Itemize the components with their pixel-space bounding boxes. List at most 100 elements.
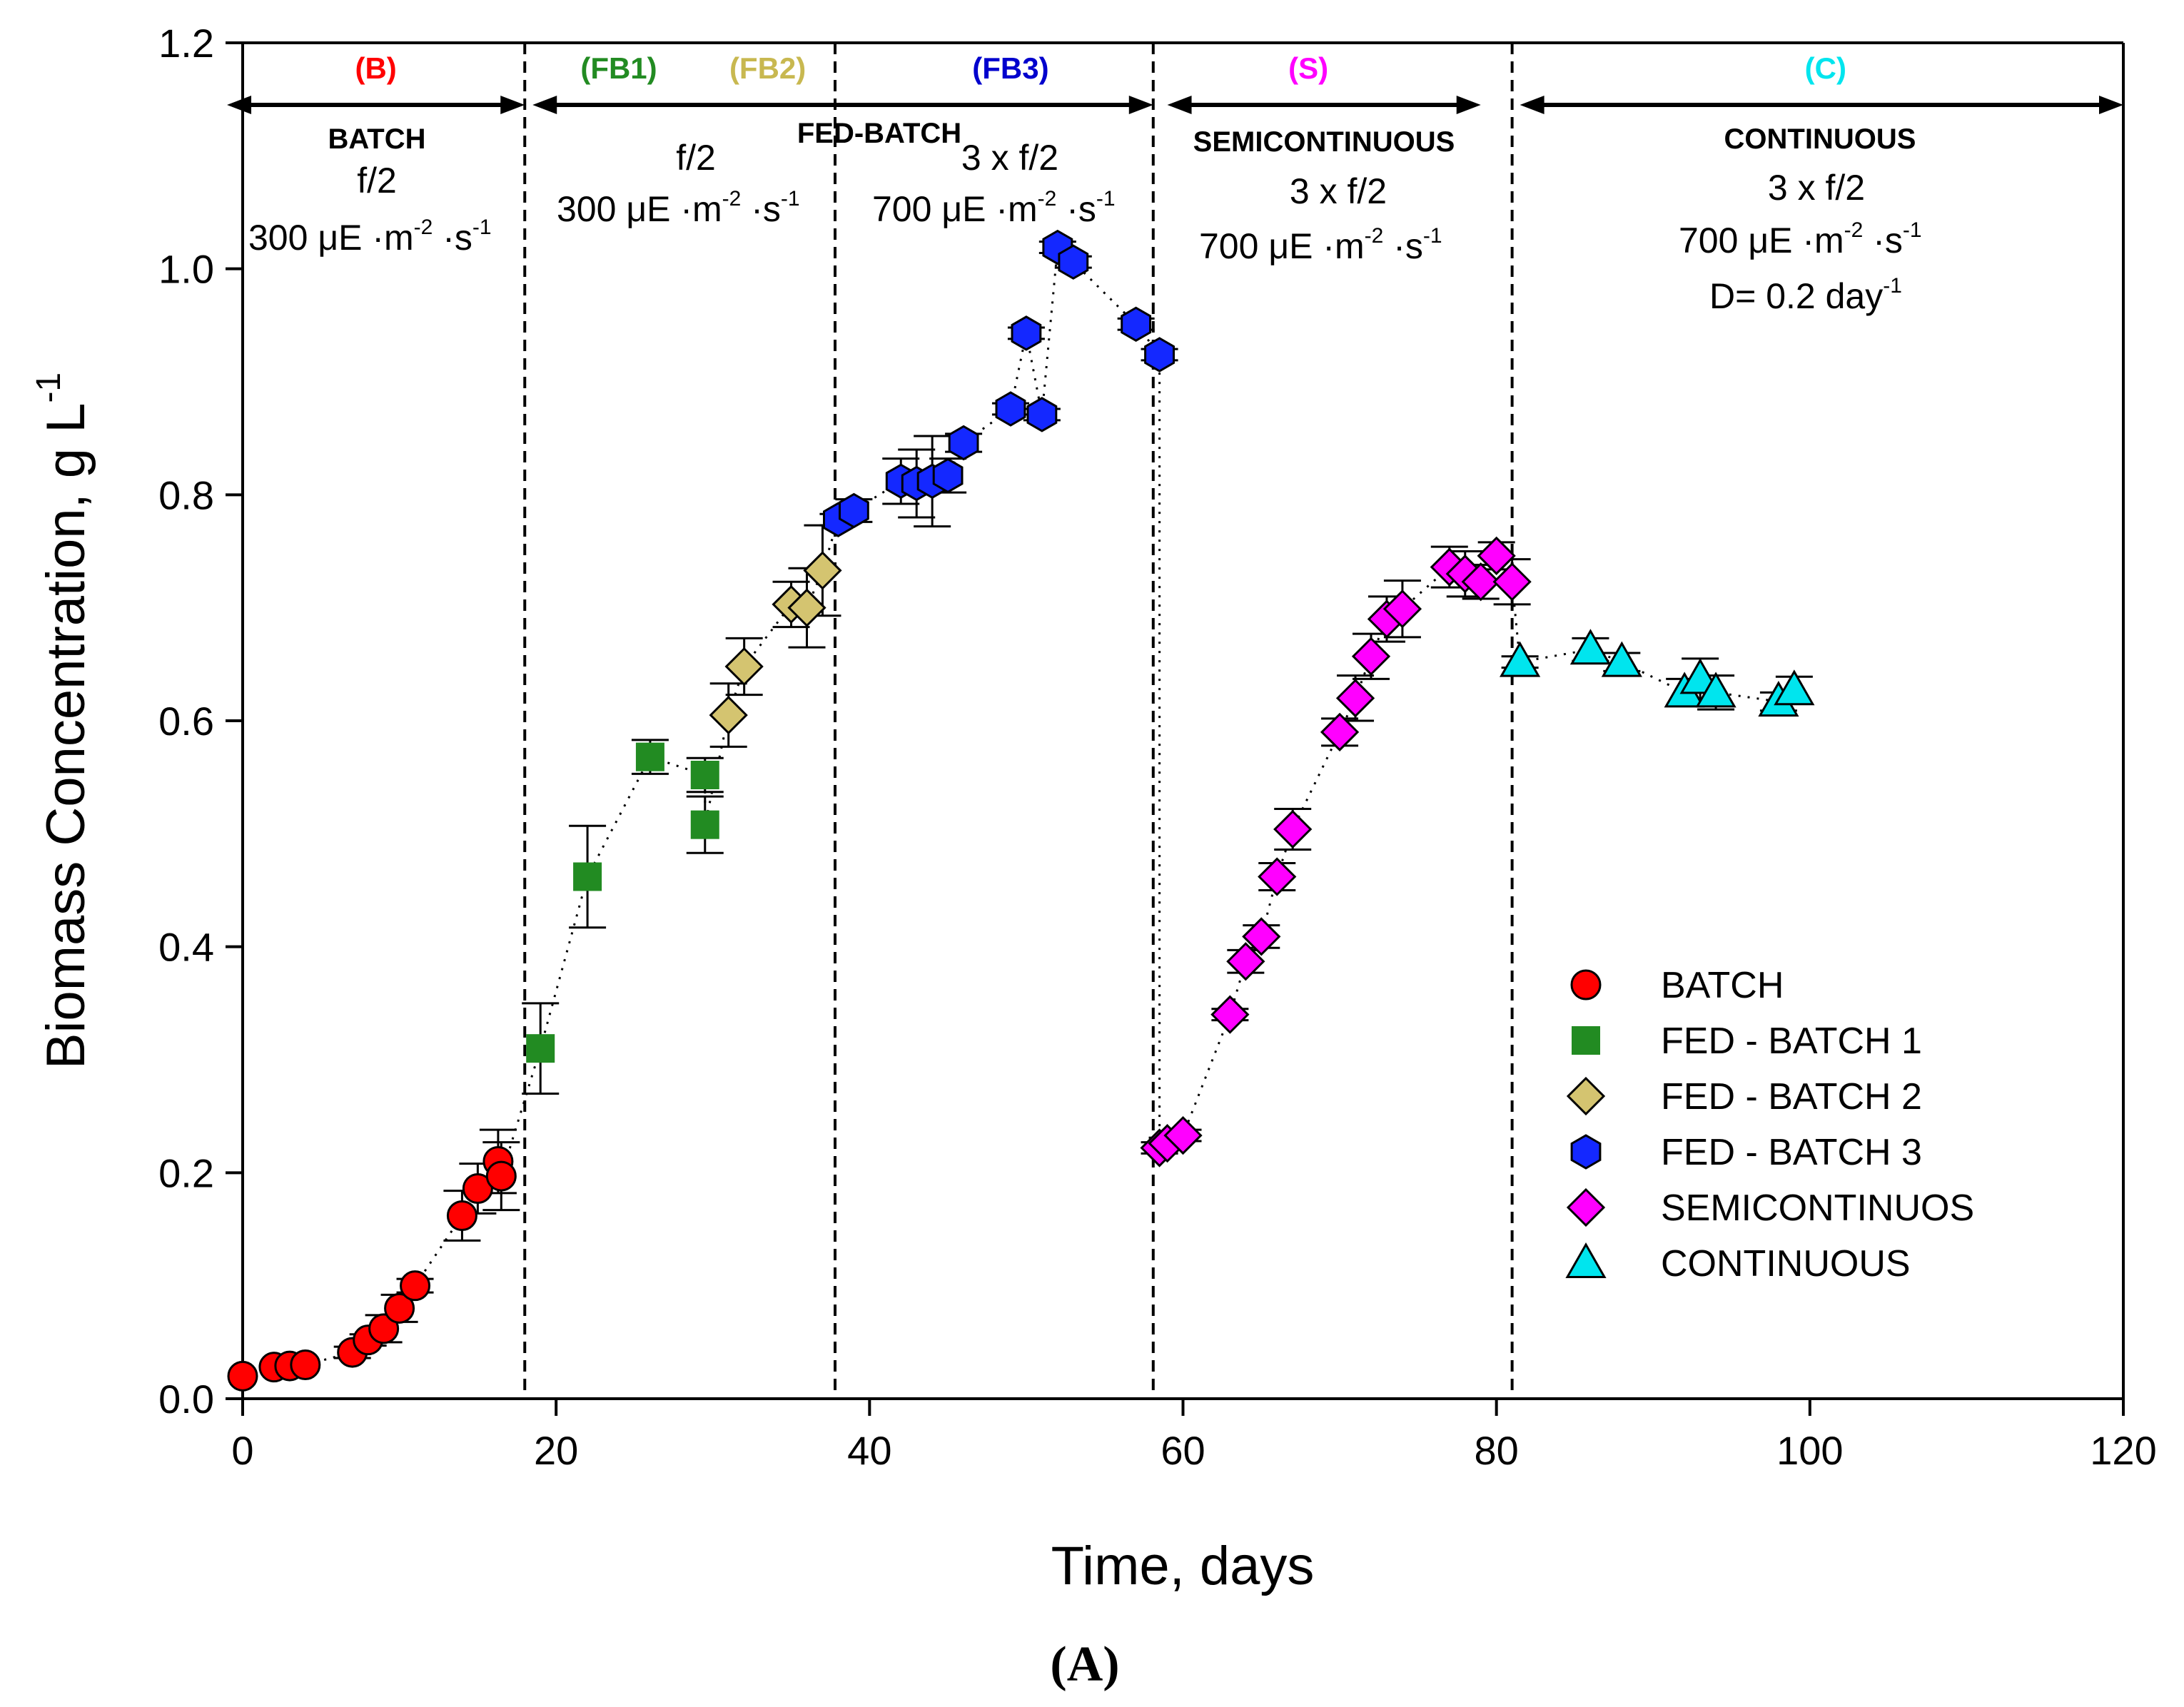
batch-title: BATCH	[328, 123, 425, 155]
data-point	[932, 457, 964, 494]
y-axis-title: Biomass Concentration, g L-1	[30, 373, 96, 1069]
legend-label: FED - BATCH 3	[1661, 1132, 1922, 1173]
fb12-light: 300 μE ·m-2 ·s-1	[557, 187, 800, 229]
y-tick-label: 0.6	[158, 699, 214, 744]
data-point	[690, 761, 719, 789]
semi-medium: 3 x f/2	[1290, 171, 1387, 211]
phase-code: (FB3)	[972, 51, 1048, 85]
batch-medium: f/2	[357, 161, 397, 201]
data-point	[690, 810, 719, 839]
data-point	[1242, 917, 1281, 956]
data-point	[1774, 669, 1815, 706]
legend-marker	[1570, 969, 1602, 1001]
data-point	[1144, 337, 1175, 373]
data-point	[948, 425, 979, 461]
phase-codes: (B) (FB1) (FB2) (FB3) (S) (C)	[355, 51, 1846, 85]
data-point	[1492, 562, 1532, 602]
phase-code: (FB1)	[580, 51, 657, 85]
data-point	[384, 1292, 415, 1324]
phase-arrow-head-right	[1128, 96, 1153, 114]
data-point	[485, 1160, 517, 1192]
data-point	[1320, 712, 1360, 751]
legend-label: FED - BATCH 2	[1661, 1076, 1922, 1118]
legend-marker	[1566, 1187, 1606, 1227]
y-tick-label: 0.2	[158, 1150, 214, 1195]
data-point	[803, 551, 842, 590]
data-point	[1210, 995, 1250, 1034]
y-axis-title-group: Biomass Concentration, g L-1	[30, 373, 96, 1069]
x-tick-label: 120	[2090, 1428, 2156, 1473]
data-point	[1601, 641, 1642, 677]
x-tick-label: 0	[231, 1428, 253, 1473]
phase-arrow-head-right	[1456, 96, 1481, 114]
phase-arrow-head-left	[532, 96, 557, 114]
data-point	[709, 695, 748, 735]
data-point	[462, 1173, 493, 1204]
fedbatch-title: FED-BATCH	[797, 118, 961, 149]
data-point	[1477, 536, 1516, 575]
data-point	[635, 742, 664, 771]
x-axis-title: Time, days	[1051, 1536, 1315, 1596]
data-point	[1695, 672, 1736, 708]
data-point	[787, 588, 826, 627]
phase-arrow-head-left	[1520, 96, 1545, 114]
legend-label: SEMICONTINUOS	[1661, 1187, 1974, 1229]
legend-label: CONTINUOUS	[1661, 1243, 1911, 1285]
data-point	[724, 647, 764, 687]
legend-label: BATCH	[1661, 965, 1784, 1006]
data-point	[400, 1270, 431, 1302]
region-annotations: BATCH f/2 300 μE ·m-2 ·s-1 f/2 300 μE ·m…	[248, 118, 1922, 316]
fb3-light: 700 μE ·m-2 ·s-1	[872, 187, 1116, 229]
y-tick-label: 0.4	[158, 925, 214, 970]
data-point	[290, 1349, 321, 1380]
data-point	[1382, 589, 1422, 629]
data-point	[573, 862, 602, 891]
legend-marker	[1572, 1026, 1600, 1055]
phase-code: (S)	[1288, 51, 1328, 85]
data-point	[446, 1200, 477, 1231]
phase-code: (C)	[1805, 51, 1846, 85]
semi-title: SEMICONTINUOUS	[1193, 126, 1455, 158]
cont-light: 700 μE ·m-2 ·s-1	[1679, 218, 1922, 260]
phase-boundary-lines	[523, 43, 1514, 1399]
data-point	[1058, 244, 1089, 280]
data-point	[995, 391, 1026, 427]
phase-arrow-head-right	[2099, 96, 2123, 114]
data-point	[1163, 1115, 1203, 1155]
fb12-medium: f/2	[676, 138, 716, 178]
semi-light: 700 μE ·m-2 ·s-1	[1199, 224, 1442, 266]
legend-marker	[1566, 1076, 1606, 1116]
x-tick-label: 60	[1161, 1428, 1205, 1473]
data-point	[1226, 942, 1265, 981]
x-tick-label: 80	[1475, 1428, 1519, 1473]
data-point	[839, 492, 869, 529]
data-point	[1121, 306, 1151, 343]
data-point	[1273, 809, 1313, 849]
y-tick-label: 1.2	[158, 21, 214, 66]
legend-marker	[1565, 1242, 1607, 1278]
legend: BATCH FED - BATCH 1 FED - BATCH 2 FED - BAT…	[1565, 965, 1974, 1285]
cont-dilution: D= 0.2 day-1	[1709, 274, 1902, 316]
phase-arrow-head-left	[227, 96, 252, 114]
phase-code: (FB2)	[729, 51, 806, 85]
cont-medium: 3 x f/2	[1768, 168, 1865, 208]
data-point	[1335, 679, 1375, 718]
error-bars	[333, 240, 1813, 1359]
data-point	[1461, 562, 1500, 602]
data-point	[1569, 629, 1612, 665]
data-point	[368, 1313, 400, 1344]
figure-caption: (A)	[1050, 1637, 1119, 1692]
legend-marker	[1570, 1134, 1602, 1170]
data-point	[1011, 315, 1042, 351]
legend-label: FED - BATCH 1	[1661, 1020, 1922, 1062]
cont-title: CONTINUOUS	[1724, 123, 1916, 155]
data-point	[526, 1034, 555, 1063]
fb3-medium: 3 x f/2	[961, 138, 1058, 178]
y-tick-label: 0.0	[158, 1377, 214, 1422]
x-tick-label: 20	[534, 1428, 578, 1473]
data-point	[1500, 641, 1541, 677]
axis-ticks: 0 20 40 60 80 100 120 0.0 0.2 0.4 0.6 0.8 1.0 1.2	[158, 21, 2157, 1473]
y-tick-label: 1.0	[158, 247, 214, 292]
data-point	[1351, 637, 1391, 676]
